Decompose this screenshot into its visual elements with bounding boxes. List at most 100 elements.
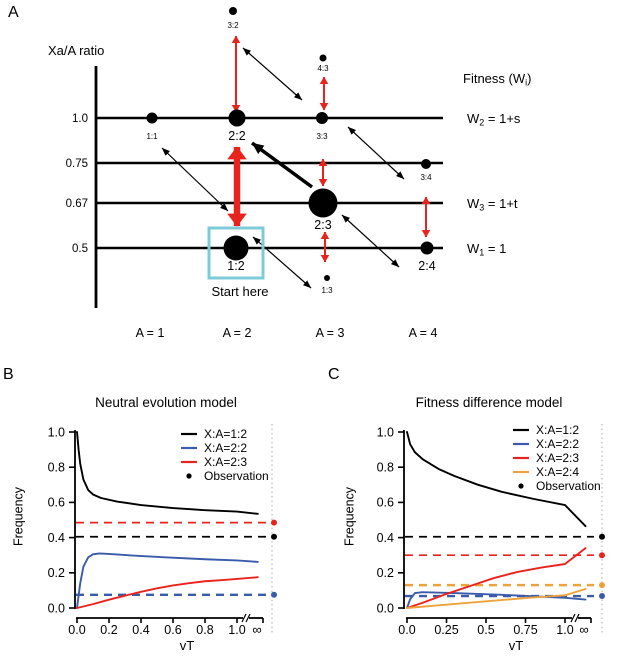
y-tick-label: 0.4 [377, 531, 394, 545]
panel-b-ylabel: Frequency [11, 486, 26, 547]
fitness-value-label: W2 = 1+s [467, 111, 521, 128]
observation-point [271, 519, 277, 526]
ratio-tick-label: 0.75 [66, 158, 88, 170]
state-dot-2-2 [228, 109, 246, 127]
legend-label: X:A=1:2 [536, 423, 579, 437]
start-here-label: Start here [211, 284, 268, 299]
infinity-tick-label: ∞ [579, 622, 588, 637]
fitness-value-label: W3 = 1+t [467, 196, 518, 213]
observation-point [599, 593, 605, 600]
y-tick-label: 1.0 [48, 425, 65, 439]
x-tick-label: 1.0 [228, 623, 245, 637]
legend-label: X:A=2:4 [536, 465, 579, 479]
fitness-value-label: W1 = 1 [467, 241, 506, 258]
legend-label: X:A=2:2 [536, 437, 579, 451]
state-dot-2-4 [420, 241, 434, 255]
observation-point [271, 591, 277, 598]
fitness-header-label: Fitness (Wi) [463, 71, 531, 88]
axis-break-mark [241, 613, 247, 623]
axis-break-mark [570, 613, 576, 623]
panel-a-diagram: Xa/A ratio 1.0 0.75 0.67 0.5 Fitness (Wi) W2 =… [48, 7, 531, 340]
ratio-tick-label: 0.67 [66, 198, 88, 210]
state-dot-2-3 [308, 188, 338, 218]
panel-c-ylabel: Frequency [342, 486, 357, 547]
x-tick-label: 1.0 [556, 623, 573, 637]
x-tick-label: 0.25 [434, 623, 458, 637]
x-tick-label: 0.4 [132, 623, 149, 637]
y-tick-label: 0.0 [377, 601, 394, 615]
x-tick-label: 0.0 [68, 623, 85, 637]
legend-observation-dot [518, 483, 524, 489]
xa-a-ratio-axis-title: Xa/A ratio [48, 43, 104, 58]
legend-label: X:A=2:3 [204, 455, 247, 469]
legend-label: X:A=2:3 [536, 451, 579, 465]
legend-label: Observation [536, 479, 601, 493]
transition-arrow-thin [347, 126, 405, 180]
state-dot-1-1 [146, 112, 158, 124]
curve-X-A-2-3 [406, 547, 587, 609]
state-label-1-1: 1:1 [146, 132, 158, 141]
start-here-box [207, 226, 265, 280]
state-dot-3-3 [316, 112, 328, 124]
state-dot-3-2 [229, 7, 237, 15]
transition-arrow-thin [242, 47, 303, 101]
autosome-count-label: A = 4 [409, 326, 438, 340]
state-label-3-4: 3:4 [420, 173, 432, 182]
panel-b-chart: 0.0 0.2 0.4 0.6 0.8 1.0 0.0 0.2 0.4 0.6 0.8 1.0 ∞ X:A… [48, 424, 277, 637]
legend-label: X:A=1:2 [204, 427, 247, 441]
y-tick-label: 0.2 [48, 566, 65, 580]
y-tick-label: 0.8 [48, 461, 65, 475]
state-label-2-2: 2:2 [228, 129, 245, 143]
x-tick-label: 0.6 [164, 623, 181, 637]
state-label-2-4: 2:4 [418, 259, 435, 273]
ratio-tick-label: 1.0 [72, 113, 88, 125]
panel-b-xlabel: vT [179, 638, 195, 653]
panel-b-letter: B [3, 366, 14, 383]
state-label-3-2: 3:2 [227, 21, 239, 30]
legend-observation-dot [186, 473, 192, 479]
panel-c-xlabel: vT [508, 638, 524, 653]
panel-b-title: Neutral evolution model [95, 395, 237, 410]
y-tick-label: 0.2 [377, 566, 394, 580]
observation-point [599, 552, 605, 559]
state-dot-1-2 [223, 235, 249, 261]
observation-point [271, 533, 277, 540]
panel-c-chart: 0.0 0.2 0.4 0.6 0.8 1.0 0.0 0.25 0.5 0.75 1.0 ∞ X:A=… [377, 423, 605, 637]
curve-X-A-1-2 [406, 431, 587, 528]
y-tick-label: 0.8 [377, 461, 394, 475]
ratio-tick-label: 0.5 [72, 243, 88, 255]
x-tick-label: 0.75 [513, 623, 537, 637]
x-tick-label: 0.2 [100, 623, 117, 637]
axis-break-mark [245, 613, 251, 623]
state-label-1-3: 1:3 [321, 286, 333, 295]
state-dot-1-3 [324, 275, 330, 281]
state-dot-4-3 [319, 54, 327, 62]
panel-a-letter: A [8, 4, 19, 21]
autosome-count-label: A = 2 [223, 326, 252, 340]
observation-point [599, 582, 605, 589]
axis-break-mark [574, 613, 580, 623]
legend-label: Observation [204, 469, 269, 483]
x-tick-label: 0.5 [477, 623, 494, 637]
curve-X-A-1-2 [76, 431, 259, 515]
transition-arrow-thin [161, 147, 229, 212]
x-tick-label: 0.8 [196, 623, 213, 637]
state-label-2-3: 2:3 [314, 218, 331, 232]
y-tick-label: 0.6 [377, 496, 394, 510]
state-label-1-2: 1:2 [227, 259, 244, 273]
infinity-tick-label: ∞ [252, 622, 261, 637]
curve-X-A-2-3 [76, 576, 259, 609]
state-label-3-3: 3:3 [316, 132, 328, 141]
y-tick-label: 0.0 [48, 601, 65, 615]
state-label-4-3: 4:3 [317, 64, 329, 73]
panel-c-letter: C [328, 366, 340, 383]
curve-X-A-2-4 [406, 588, 587, 609]
y-tick-label: 0.4 [48, 531, 65, 545]
observation-point [599, 533, 605, 540]
autosome-count-label: A = 1 [136, 326, 165, 340]
transition-arrow-thick [250, 141, 314, 189]
x-tick-label: 0.0 [398, 623, 415, 637]
y-tick-label: 1.0 [377, 425, 394, 439]
